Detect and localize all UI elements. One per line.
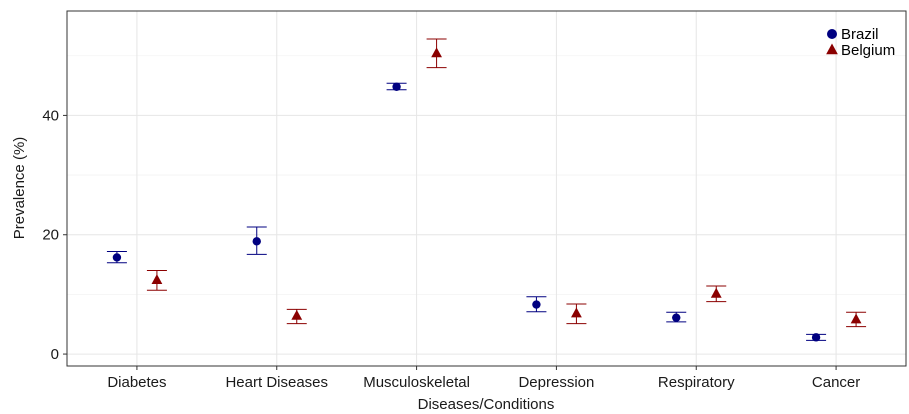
- y-axis-title: Prevalence (%): [11, 137, 28, 240]
- data-point-brazil: [112, 253, 122, 262]
- data-point-belgium: [571, 307, 582, 318]
- data-point-belgium: [151, 274, 163, 284]
- data-point-brazil: [252, 237, 261, 246]
- y-tick-label: 40: [42, 107, 59, 124]
- data-point-brazil: [392, 82, 401, 91]
- legend-key-belgium: [826, 43, 838, 55]
- legend-label: Brazil: [841, 26, 879, 43]
- data-point-belgium: [431, 47, 442, 58]
- x-tick-label: Depression: [518, 374, 594, 391]
- data-point-brazil: [811, 333, 821, 342]
- data-point-brazil: [532, 300, 541, 309]
- data-marks: [106, 38, 867, 342]
- y-tick-label: 0: [51, 346, 59, 363]
- plot-panel-border: [66, 10, 907, 367]
- data-point-belgium: [710, 287, 722, 298]
- data-point-brazil: [672, 313, 681, 322]
- legend-label: Belgium: [841, 42, 895, 59]
- x-tick-label: Musculoskeletal: [363, 374, 470, 391]
- y-tick-label: 20: [42, 227, 59, 244]
- x-tick-label: Respiratory: [658, 374, 735, 391]
- legend-key-brazil: [827, 29, 837, 39]
- x-axis-title: Diseases/Conditions: [418, 396, 555, 413]
- x-tick-label: Diabetes: [107, 374, 166, 391]
- data-point-belgium: [850, 313, 862, 324]
- grid: [67, 11, 906, 366]
- axes: 0 20 40 Diabetes Heart Diseases Musculoskelet…: [42, 107, 860, 391]
- x-tick-label: Heart Diseases: [225, 374, 328, 391]
- x-tick-label: Cancer: [812, 374, 860, 391]
- data-point-belgium: [291, 309, 303, 320]
